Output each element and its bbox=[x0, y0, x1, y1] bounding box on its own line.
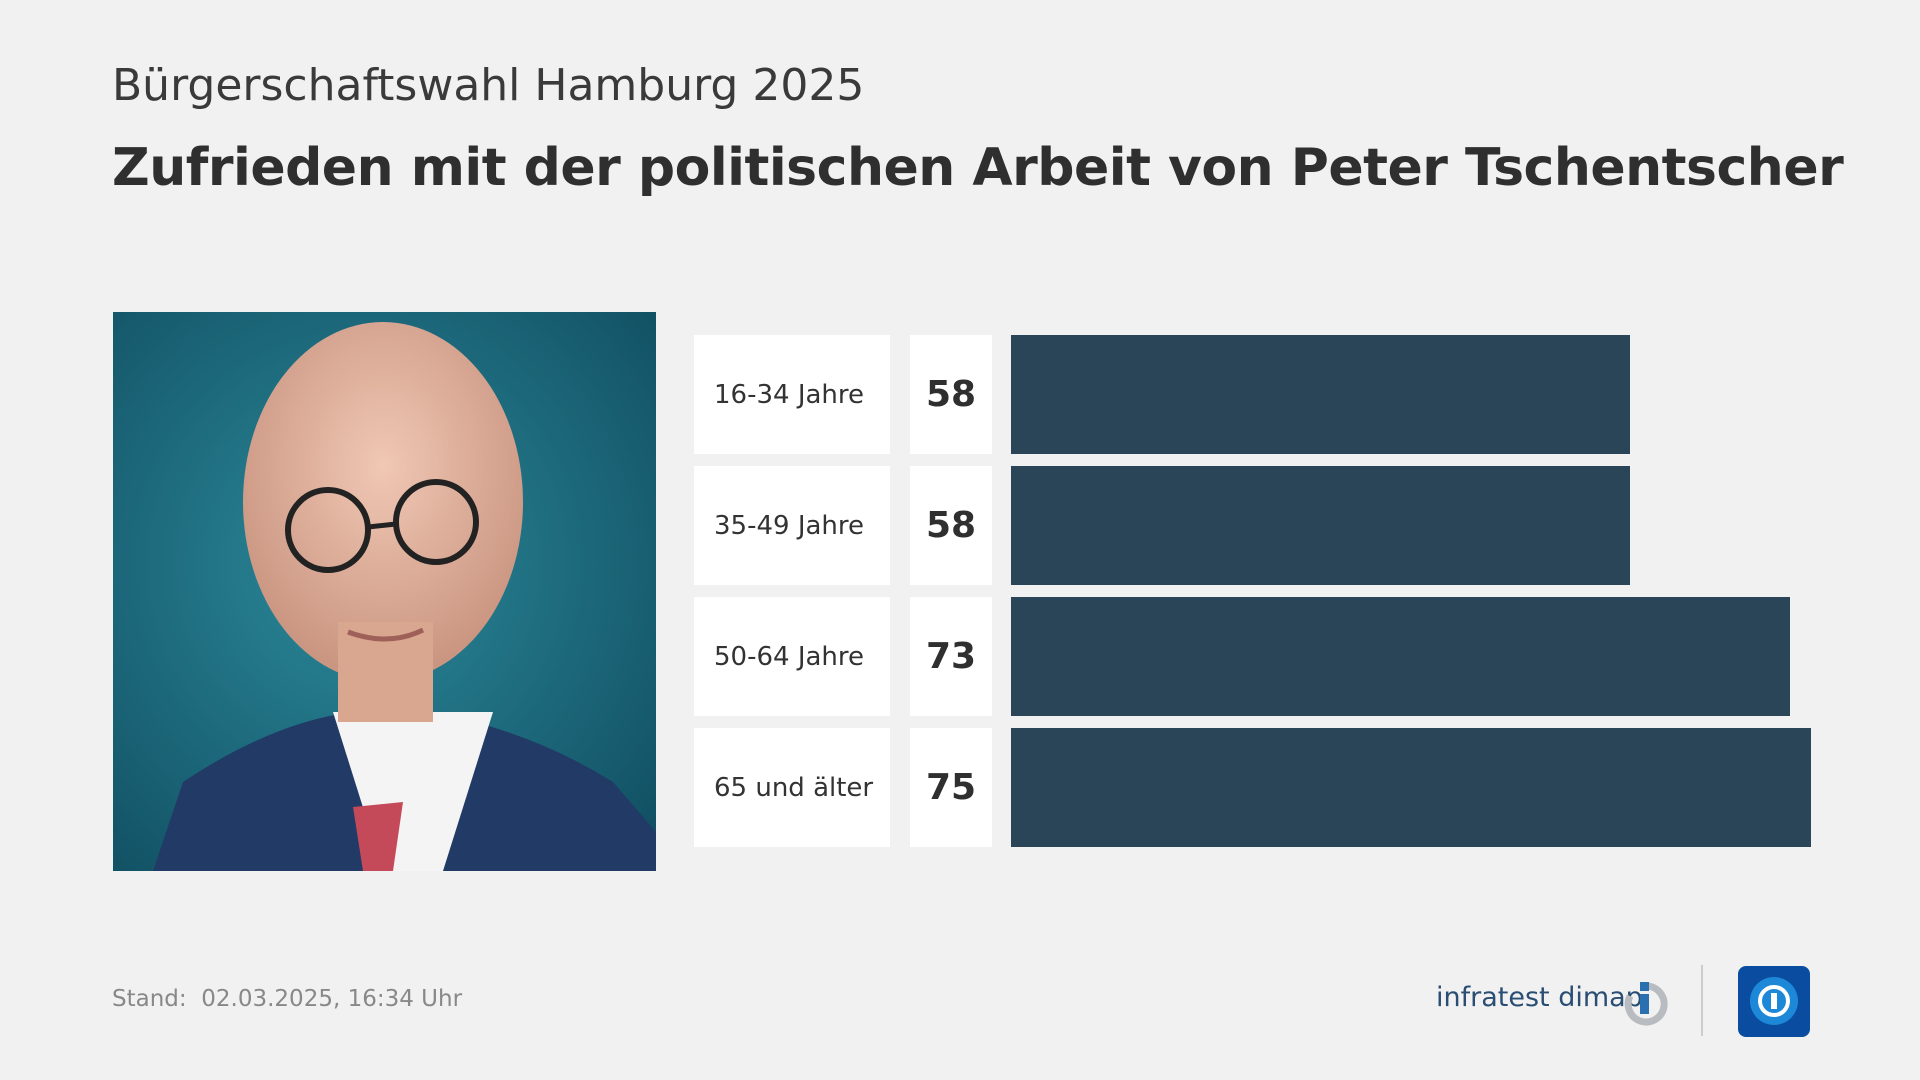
category-label: 16-34 Jahre bbox=[694, 335, 890, 454]
footer-label: Stand: bbox=[112, 986, 187, 1012]
chart-title: Zufrieden mit der politischen Arbeit von… bbox=[112, 138, 1844, 198]
divider bbox=[1701, 965, 1703, 1036]
value-label: 75 bbox=[910, 728, 992, 847]
category-label: 65 und älter bbox=[694, 728, 890, 847]
portrait-photo bbox=[113, 312, 656, 871]
bar bbox=[1011, 466, 1630, 585]
bar bbox=[1011, 597, 1790, 716]
brand-icon bbox=[1624, 982, 1668, 1026]
footer: Stand: 02.03.2025, 16:34 Uhr bbox=[112, 986, 462, 1012]
category-label: 35-49 Jahre bbox=[694, 466, 890, 585]
value-label: 73 bbox=[910, 597, 992, 716]
bar bbox=[1011, 728, 1812, 847]
brand-text: infratest dimap bbox=[1436, 982, 1643, 1013]
value-label: 58 bbox=[910, 466, 992, 585]
value-label: 58 bbox=[910, 335, 992, 454]
ard-logo bbox=[1738, 966, 1810, 1037]
footer-date: 02.03.2025, 16:34 Uhr bbox=[201, 986, 463, 1012]
subtitle: Bürgerschaftswahl Hamburg 2025 bbox=[112, 60, 865, 111]
category-label: 50-64 Jahre bbox=[694, 597, 890, 716]
bar bbox=[1011, 335, 1630, 454]
